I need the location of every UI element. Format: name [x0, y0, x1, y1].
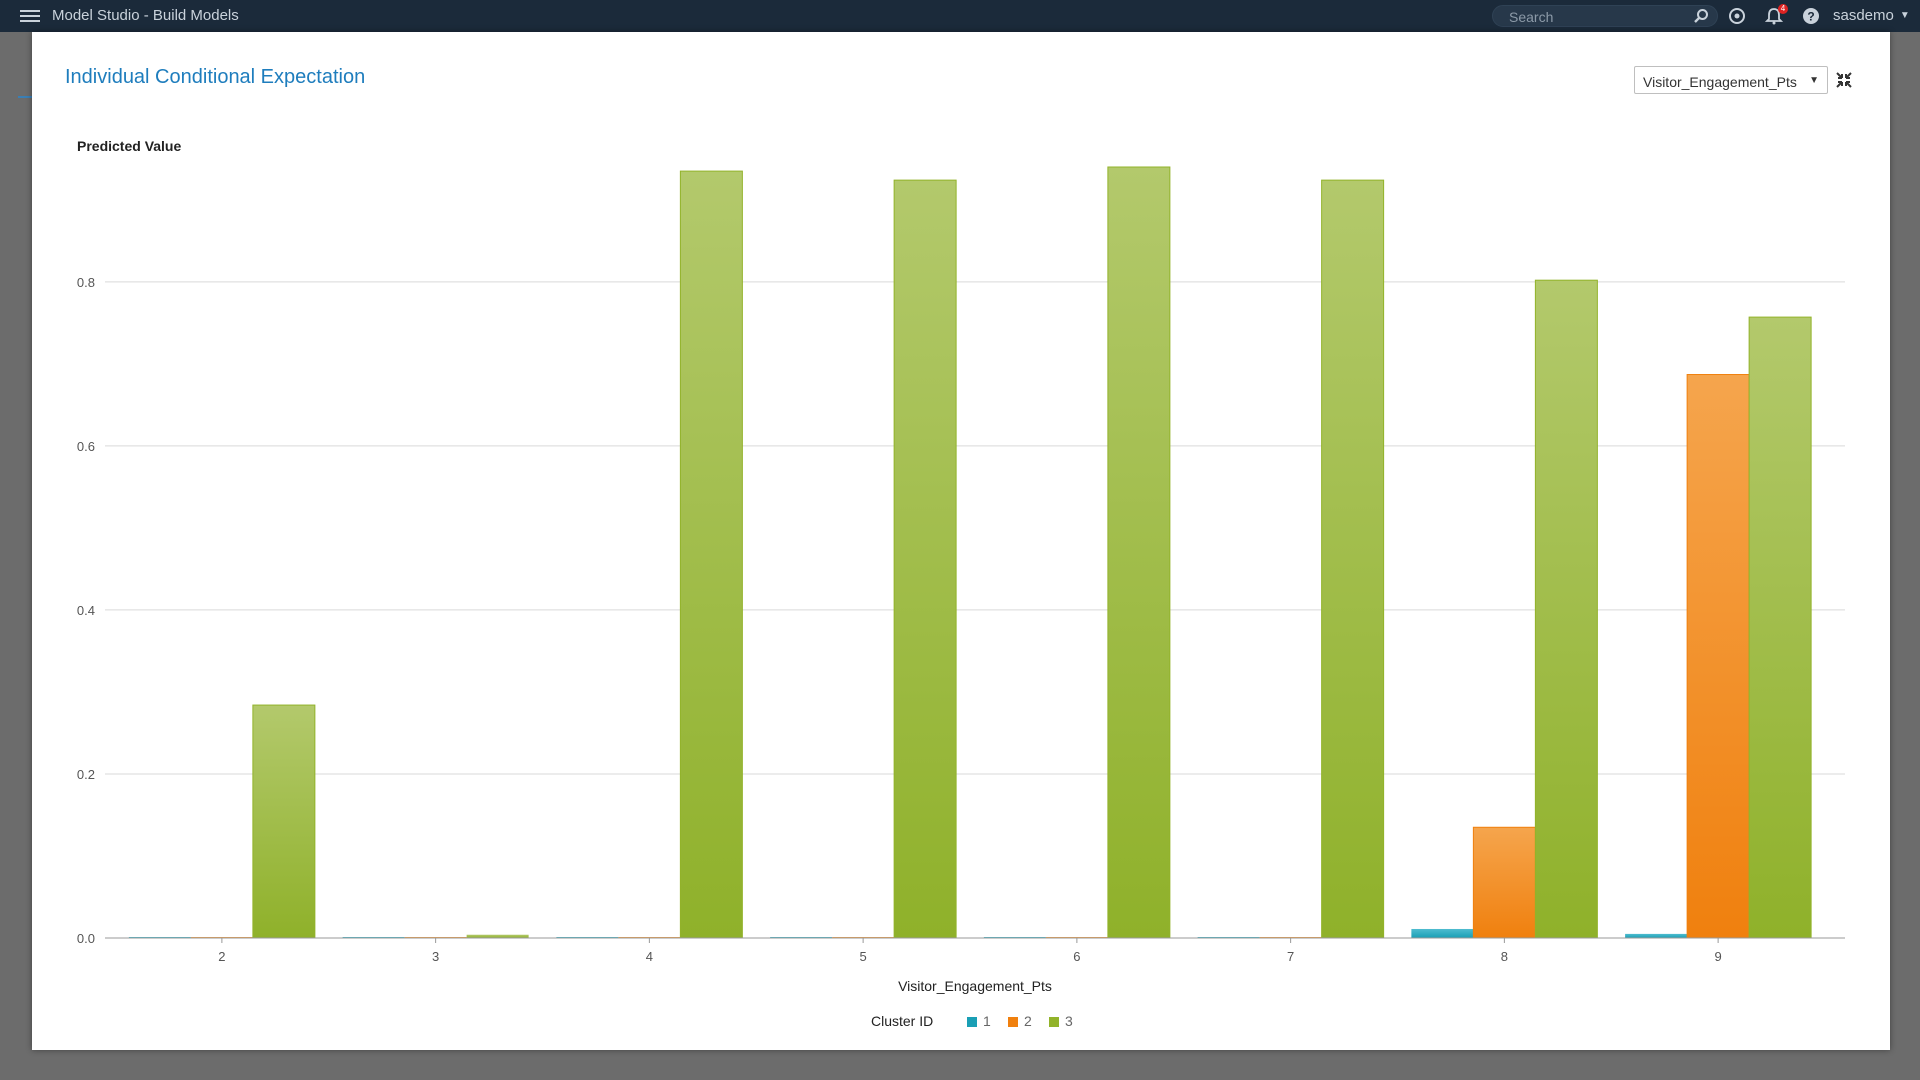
bar-cluster-3-x-5[interactable]	[893, 179, 957, 939]
bar-cluster-3-x-7[interactable]	[1321, 179, 1385, 939]
x-tick-label: 4	[646, 949, 653, 964]
hamburger-menu-icon[interactable]	[20, 7, 40, 25]
y-axis-label: Predicted Value	[77, 138, 181, 154]
dialog-title: Individual Conditional Expectation	[65, 66, 366, 88]
search-icon[interactable]	[1693, 8, 1709, 24]
y-tick-label: 0.0	[77, 931, 95, 946]
legend-item-3[interactable]: 3	[1049, 1013, 1073, 1029]
bar-cluster-2-x-8[interactable]	[1472, 826, 1536, 939]
x-tick-label: 3	[432, 949, 439, 964]
user-menu[interactable]: sasdemo ▼	[1833, 7, 1910, 24]
background-tab-indicator	[18, 96, 32, 98]
x-tick-label: 7	[1287, 949, 1294, 964]
bars	[128, 166, 1812, 939]
legend-swatch-icon	[1008, 1017, 1018, 1027]
bar-cluster-3-x-3[interactable]	[466, 934, 529, 938]
help-icon[interactable]: ?	[1802, 7, 1820, 25]
x-tick-label: 5	[860, 949, 867, 964]
y-tick-label: 0.6	[77, 439, 95, 454]
recent-activity-icon[interactable]	[1728, 7, 1746, 25]
search-input[interactable]	[1507, 8, 1681, 26]
y-axis-ticks: 0.0 0.2 0.4 0.6 0.8	[77, 275, 95, 946]
legend-item-1[interactable]: 1	[967, 1013, 991, 1029]
svg-text:?: ?	[1807, 10, 1814, 24]
legend-swatch-icon	[1049, 1017, 1059, 1027]
bar-cluster-3-x-8[interactable]	[1534, 279, 1598, 939]
ice-plot-dialog: Individual Conditional Expectation Visit…	[32, 32, 1890, 1050]
collapse-icon[interactable]	[1834, 70, 1854, 90]
legend-item-2[interactable]: 2	[1008, 1013, 1032, 1029]
variable-select[interactable]: Visitor_Engagement_Pts ▼	[1634, 66, 1828, 94]
chevron-down-icon: ▼	[1899, 10, 1910, 21]
bar-cluster-3-x-9[interactable]	[1748, 316, 1812, 939]
x-tick-label: 8	[1501, 949, 1508, 964]
notifications-icon[interactable]	[1765, 7, 1783, 25]
x-axis-label: Visitor_Engagement_Pts	[898, 978, 1052, 994]
bar-cluster-1-x-9[interactable]	[1625, 933, 1688, 938]
y-tick-label: 0.8	[77, 275, 95, 290]
bar-cluster-3-x-2[interactable]	[252, 704, 316, 939]
x-tick-label: 2	[218, 949, 225, 964]
app-title: Model Studio - Build Models	[52, 7, 239, 24]
chevron-down-icon: ▼	[1809, 75, 1819, 86]
ice-bar-chart: Predicted Value 0.0 0.2 0.4 0.6 0.8 2 3 4 5 6 7 8 9…	[77, 138, 1845, 994]
user-name: sasdemo	[1833, 7, 1894, 24]
x-tick-label: 6	[1073, 949, 1080, 964]
x-axis-ticks: 2 3 4 5 6 7 8 9	[218, 938, 1722, 964]
variable-select-value: Visitor_Engagement_Pts	[1643, 74, 1797, 90]
notification-count-badge: 4	[1778, 4, 1788, 14]
search-field[interactable]	[1492, 5, 1718, 27]
bar-cluster-1-x-8[interactable]	[1411, 928, 1474, 938]
bar-cluster-3-x-6[interactable]	[1107, 166, 1171, 939]
bar-cluster-2-x-9[interactable]	[1686, 374, 1750, 939]
y-tick-label: 0.2	[77, 767, 95, 782]
legend-swatch-icon	[967, 1017, 977, 1027]
x-tick-label: 9	[1715, 949, 1722, 964]
bar-cluster-3-x-4[interactable]	[679, 170, 743, 939]
app-header: Model Studio - Build Models 4 ? sasdemo ▼	[0, 0, 1920, 32]
legend-title: Cluster ID	[871, 1013, 934, 1029]
y-tick-label: 0.4	[77, 603, 95, 618]
